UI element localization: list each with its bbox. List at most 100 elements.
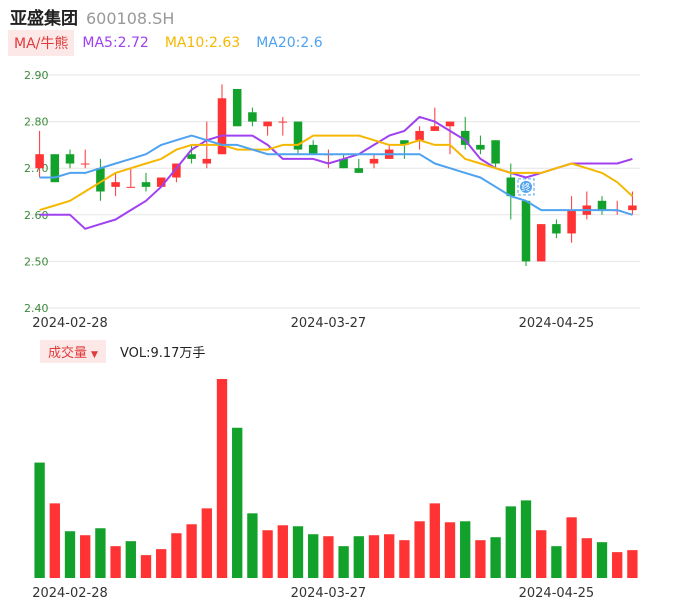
- volume-bar: [384, 534, 395, 578]
- candle-body: [156, 177, 166, 187]
- candle-body: [80, 163, 90, 165]
- candle-body: [232, 88, 242, 127]
- volume-bar: [216, 379, 228, 578]
- volume-bar: [80, 535, 91, 578]
- x-tick-label: 2024-03-27: [291, 586, 367, 601]
- candle-body: [597, 200, 607, 211]
- x-tick-label: 2024-02-28: [32, 316, 108, 331]
- candle-body: [65, 154, 75, 164]
- volume-bar: [490, 537, 501, 578]
- volume-bar: [505, 506, 516, 578]
- candle-body: [172, 163, 181, 178]
- volume-legend: 成交量 ▼ VOL:9.17万手: [40, 339, 206, 363]
- volume-bar: [566, 517, 577, 578]
- volume-indicator-label: 成交量: [48, 345, 88, 361]
- candle-body: [202, 158, 212, 164]
- volume-value: VOL:9.17万手: [119, 345, 206, 361]
- volume-bar: [520, 500, 532, 578]
- y-tick-label: 2.50: [24, 255, 49, 268]
- candle-body: [400, 140, 409, 145]
- volume-bar: [460, 521, 471, 578]
- volume-bar: [414, 521, 425, 578]
- stock-code: 600108.SH: [86, 9, 175, 28]
- y-tick-label: 2.90: [24, 69, 49, 82]
- candle-body: [491, 140, 500, 164]
- volume-bar: [64, 531, 76, 578]
- volume-bar: [125, 541, 136, 578]
- candle-body: [430, 126, 440, 131]
- candle-body: [187, 154, 196, 159]
- stock-title-row: 亚盛集团 600108.SH: [10, 4, 175, 29]
- candle-body: [96, 168, 105, 192]
- marker-frame: [517, 178, 535, 196]
- volume-bar: [444, 522, 456, 578]
- volume-chart[interactable]: 2024-02-28 2024-03-27 2024-04-25: [0, 362, 686, 606]
- volume-bar: [323, 536, 334, 578]
- candle-body: [415, 130, 424, 141]
- volume-bar: [49, 503, 60, 578]
- candle-body: [536, 224, 546, 262]
- volume-bar: [475, 540, 486, 578]
- candle-body: [460, 130, 470, 145]
- x-tick-label: 2024-03-27: [291, 316, 367, 331]
- volume-bar: [201, 508, 212, 578]
- candle-body: [339, 158, 348, 169]
- candle-body: [369, 158, 379, 164]
- candle-body: [552, 224, 561, 234]
- ma20-line: [39, 134, 633, 216]
- marker-glyph: 终: [521, 181, 530, 193]
- volume-bar: [95, 528, 106, 578]
- volume-bar: [34, 462, 45, 578]
- volume-bar: [581, 538, 592, 578]
- candle-body: [293, 121, 303, 150]
- candle-body: [278, 121, 288, 123]
- stock-name: 亚盛集团: [10, 9, 78, 29]
- volume-bar: [399, 540, 410, 578]
- candle-body: [445, 121, 455, 127]
- candle-body: [141, 182, 151, 187]
- volume-bar: [612, 552, 623, 578]
- volume-bar: [277, 525, 288, 578]
- volume-bar: [429, 503, 440, 578]
- volume-bar: [110, 546, 121, 578]
- volume-bar: [368, 535, 380, 578]
- ma-legend: MA/牛熊 MA5:2.72 MA10:2.63 MA20:2.6: [8, 30, 339, 56]
- candle-body: [506, 177, 516, 197]
- y-tick-label: 2.80: [24, 116, 49, 129]
- volume-bar: [186, 524, 197, 578]
- candle-body: [111, 182, 120, 187]
- volume-bar: [156, 549, 167, 578]
- candle-body: [248, 112, 257, 122]
- candle-body: [567, 210, 576, 234]
- candle-body: [354, 168, 364, 173]
- candle-body: [50, 154, 60, 183]
- x-tick-label: 2024-02-28: [32, 586, 108, 601]
- candle-body: [521, 200, 531, 262]
- volume-indicator-dropdown[interactable]: 成交量 ▼: [40, 339, 106, 363]
- x-tick-label: 2024-04-25: [519, 586, 595, 601]
- candle-body: [126, 186, 136, 188]
- candle-body: [476, 144, 485, 150]
- ma10-line: [39, 134, 634, 212]
- candle-body: [35, 154, 44, 169]
- candle-body: [217, 98, 227, 155]
- volume-bar: [353, 536, 364, 578]
- candle-body: [308, 144, 318, 155]
- ma5-line: [39, 115, 633, 230]
- volume-bar: [247, 513, 258, 578]
- ma5-legend: MA5:2.72: [82, 35, 149, 51]
- y-tick-label: 2.60: [24, 209, 49, 222]
- dropdown-arrow-icon: ▼: [91, 349, 98, 360]
- volume-bar: [292, 526, 304, 578]
- marker-badge-icon: [520, 180, 532, 193]
- volume-bar: [536, 530, 547, 578]
- ma-indicator-toggle[interactable]: MA/牛熊: [8, 30, 75, 56]
- volume-bar: [140, 555, 152, 578]
- volume-bar: [232, 427, 243, 578]
- volume-bar: [551, 546, 562, 578]
- volume-bar: [596, 542, 608, 578]
- volume-bar: [171, 533, 182, 578]
- ma10-legend: MA10:2.63: [164, 35, 241, 51]
- ma20-legend: MA20:2.6: [256, 35, 323, 51]
